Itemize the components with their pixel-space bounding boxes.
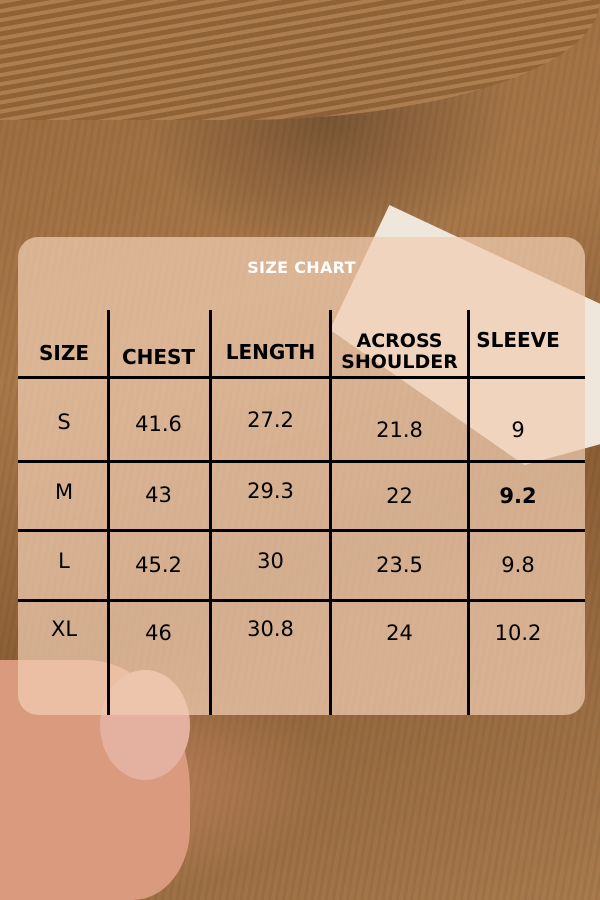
cell-chest: 46 [145,621,172,645]
cell-size: S [57,410,71,434]
cell-across-shoulder: 22 [386,484,413,508]
header-across-shoulder: ACROSS SHOULDER [341,330,458,373]
size-chart-title: SIZE CHART [247,258,356,277]
cell-size: L [58,549,70,573]
size-chart-panel [18,237,585,715]
column-divider [467,310,470,715]
cell-sleeve: 9.8 [501,553,535,577]
column-divider [209,310,212,715]
cell-size: XL [50,617,78,641]
column-divider [107,310,110,715]
header-chest: CHEST [121,345,196,369]
cell-across-shoulder: 24 [386,621,413,645]
cell-chest: 43 [145,483,172,507]
sweater-collar-background [0,0,600,120]
cell-length: 27.2 [247,408,294,432]
cell-across-shoulder: 23.5 [376,553,423,577]
row-divider [18,460,585,463]
cell-sleeve: 9 [511,418,525,442]
row-divider [18,529,585,532]
header-size: SIZE [38,341,89,365]
header-sleeve: SLEEVE [476,328,560,352]
column-divider [329,310,332,715]
cell-length: 30 [257,549,284,573]
cell-chest: 41.6 [135,412,182,436]
cell-length: 30.8 [247,617,294,641]
row-divider [18,599,585,602]
cell-length: 29.3 [247,479,294,503]
cell-sleeve: 9.2 [499,484,537,508]
header-length: LENGTH [225,340,316,364]
cell-size: M [54,480,74,504]
cell-chest: 45.2 [135,553,182,577]
row-divider [18,376,585,379]
cell-sleeve: 10.2 [494,621,542,645]
cell-across-shoulder: 21.8 [376,418,423,442]
